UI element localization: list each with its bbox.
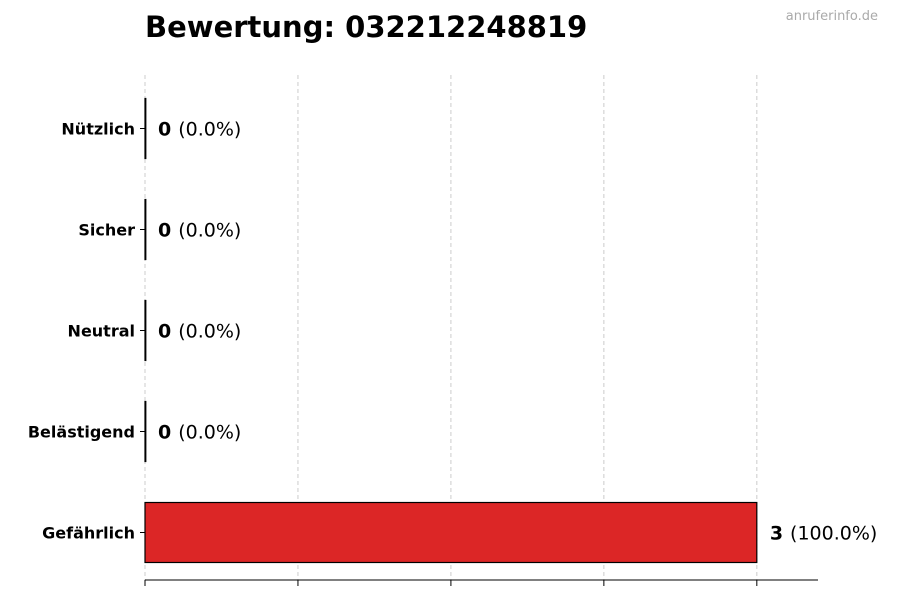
value-label: 3 — [770, 523, 783, 545]
chart-title: Bewertung: 032212248819 — [145, 10, 588, 44]
percent-label: (0.0%) — [178, 321, 241, 343]
category-label: Gefährlich — [42, 524, 135, 543]
bar-3 — [144, 400, 147, 463]
bar-1 — [144, 198, 147, 261]
percent-label: (100.0%) — [790, 523, 877, 545]
category-label: Neutral — [68, 322, 135, 341]
value-label: 0 — [158, 220, 171, 242]
bar-2 — [144, 299, 147, 362]
percent-label: (0.0%) — [178, 119, 241, 141]
watermark: anruferinfo.de — [785, 9, 878, 24]
value-label: 0 — [158, 119, 171, 141]
category-label: Nützlich — [61, 120, 135, 139]
bar-4 — [144, 501, 758, 564]
percent-label: (0.0%) — [178, 422, 241, 444]
category-label: Belästigend — [28, 423, 135, 442]
value-label: 0 — [158, 321, 171, 343]
value-label: 0 — [158, 422, 171, 444]
bar-0 — [144, 97, 147, 160]
category-label: Sicher — [78, 221, 135, 240]
percent-label: (0.0%) — [178, 220, 241, 242]
